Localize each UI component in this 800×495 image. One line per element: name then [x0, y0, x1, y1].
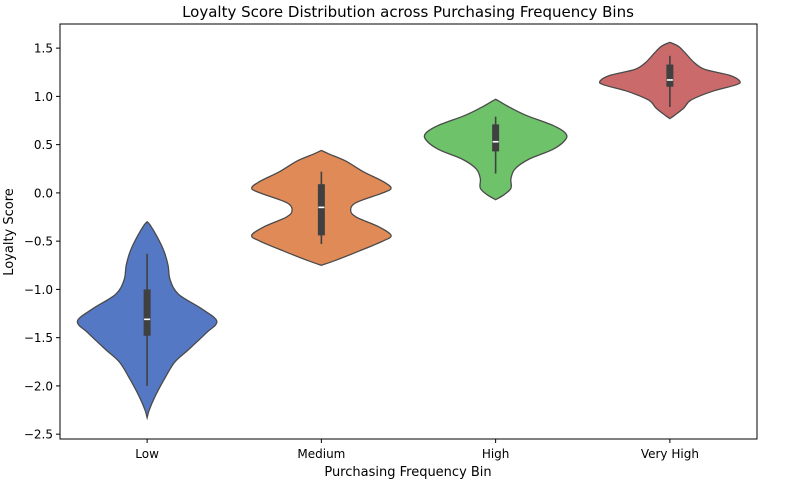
violins-group [76, 41, 741, 421]
iqr-box-low [143, 289, 151, 336]
y-tick-label: 0.0 [34, 186, 53, 200]
plot-area-frame [59, 23, 758, 440]
x-tick-label: High [482, 447, 510, 461]
y-tick-label: 0.5 [34, 138, 53, 152]
y-tick-label: −1.5 [24, 331, 53, 345]
y-tick-label: −2.5 [24, 428, 53, 442]
chart-title: Loyalty Score Distribution across Purcha… [182, 3, 634, 21]
iqr-box-high [492, 124, 500, 152]
x-tick-label: Low [135, 447, 159, 461]
y-tick-label: 1.5 [34, 42, 53, 56]
x-axis: Low Medium High Very High [135, 439, 699, 461]
y-tick-label: −0.5 [24, 235, 53, 249]
y-axis: −2.5 −2.0 −1.5 −1.0 −0.5 0.0 0.5 1.0 1.5 [24, 42, 60, 442]
y-tick-label: −1.0 [24, 283, 53, 297]
y-tick-label: −2.0 [24, 379, 53, 393]
x-axis-label: Purchasing Frequency Bin [324, 465, 491, 480]
boxes-group [143, 55, 674, 386]
x-tick-label: Very High [641, 447, 699, 461]
x-tick-label: Medium [297, 447, 345, 461]
iqr-box-medium [317, 184, 325, 236]
y-axis-label: Loyalty Score [2, 188, 17, 276]
iqr-box-very-high [666, 64, 674, 87]
y-tick-label: 1.0 [34, 90, 53, 104]
